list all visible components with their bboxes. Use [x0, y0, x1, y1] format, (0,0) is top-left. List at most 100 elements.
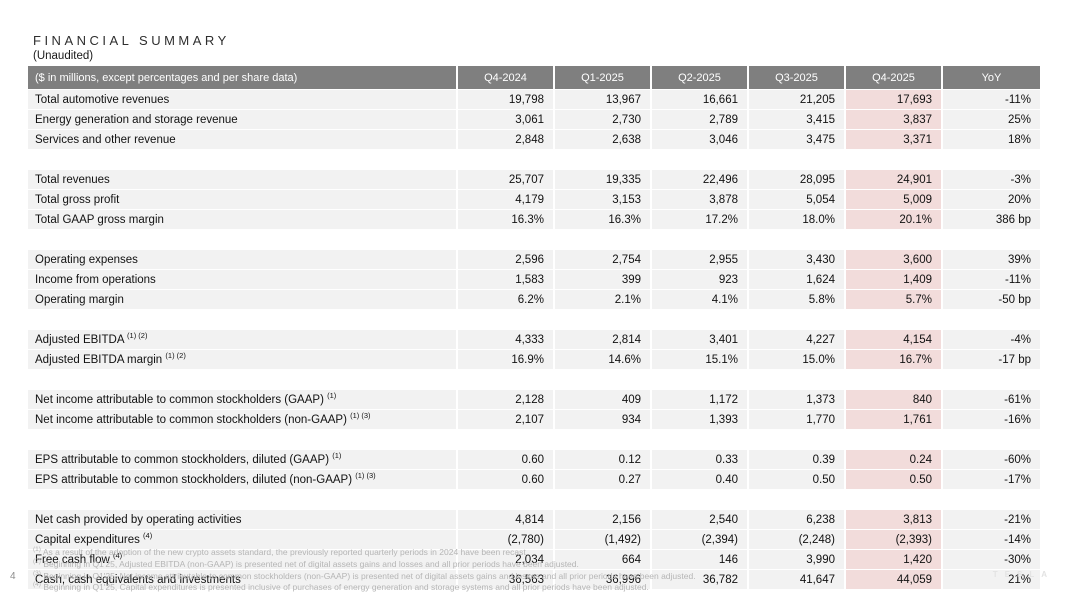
- cell-q4-2025: 1,761: [846, 410, 943, 430]
- cell-q1-2025: 0.12: [555, 450, 652, 470]
- cell-q4-2024: 1,583: [458, 270, 555, 290]
- cell-q1-2025: 19,335: [555, 170, 652, 190]
- cell-q2-2025: 923: [652, 270, 749, 290]
- cell-q4-2024: 19,798: [458, 90, 555, 110]
- cell-yoy: -21%: [943, 510, 1042, 530]
- cell-q4-2024: 0.60: [458, 450, 555, 470]
- section-spacer-cell: [28, 230, 1042, 250]
- footnote-marker: (1) (2): [165, 350, 186, 360]
- cell-yoy: -14%: [943, 530, 1042, 550]
- column-header-q1-2025: Q1-2025: [555, 66, 652, 90]
- cell-q1-2025: 16.3%: [555, 210, 652, 230]
- cell-q1-2025: 664: [555, 550, 652, 570]
- cell-q4-2024: 4,333: [458, 330, 555, 350]
- cell-q2-2025: 3,401: [652, 330, 749, 350]
- row-label: Operating expenses: [28, 250, 458, 270]
- cell-yoy: -3%: [943, 170, 1042, 190]
- footnote-line: (3) Beginning in Q1'25, Net income attri…: [33, 569, 696, 581]
- table-row: Operating expenses 2,596 2,754 2,955 3,430 3,…: [28, 250, 1042, 270]
- cell-q1-2025: 2,730: [555, 110, 652, 130]
- footnote-marker: (4): [112, 550, 123, 560]
- cell-yoy: 39%: [943, 250, 1042, 270]
- cell-q4-2025: 840: [846, 390, 943, 410]
- table-row: EPS attributable to common stockholders,…: [28, 470, 1042, 490]
- cell-yoy: -11%: [943, 270, 1042, 290]
- footnote-marker: (1): [332, 450, 342, 460]
- cell-q4-2025: 5.7%: [846, 290, 943, 310]
- cell-q3-2025: 5.8%: [749, 290, 846, 310]
- table-row: Adjusted EBITDA (1) (2) 4,333 2,814 3,401 4,…: [28, 330, 1042, 350]
- cell-yoy: -30%: [943, 550, 1042, 570]
- cell-yoy: 21%: [943, 570, 1042, 590]
- cell-q3-2025: 5,054: [749, 190, 846, 210]
- table-row: Cash, cash equivalents and investments 36…: [28, 570, 1042, 590]
- cell-q1-2025: 934: [555, 410, 652, 430]
- cell-q1-2025: 14.6%: [555, 350, 652, 370]
- cell-q2-2025: 4.1%: [652, 290, 749, 310]
- cell-q3-2025: 6,238: [749, 510, 846, 530]
- cell-q1-2025: 2,156: [555, 510, 652, 530]
- cell-q4-2025: 16.7%: [846, 350, 943, 370]
- cell-yoy: -50 bp: [943, 290, 1042, 310]
- cell-q4-2025: 20.1%: [846, 210, 943, 230]
- cell-q2-2025: 0.33: [652, 450, 749, 470]
- row-label: Total GAAP gross margin: [28, 210, 458, 230]
- cell-q1-2025: (1,492): [555, 530, 652, 550]
- table-row: Total revenues 25,707 19,335 22,496 28,095 24…: [28, 170, 1042, 190]
- table-row: Net cash provided by operating activitie…: [28, 510, 1042, 530]
- cell-q2-2025: 16,661: [652, 90, 749, 110]
- footnote-marker: (1): [327, 390, 337, 400]
- footnote-line: (2) Beginning in Q1'25, Adjusted EBITDA …: [33, 557, 579, 569]
- footnote-marker: (1) (3): [355, 470, 376, 480]
- cell-q2-2025: 36,782: [652, 570, 749, 590]
- table-row: EPS attributable to common stockholders,…: [28, 450, 1042, 470]
- cell-yoy: 18%: [943, 130, 1042, 150]
- cell-q4-2024: 2,034: [458, 550, 555, 570]
- cell-q2-2025: 15.1%: [652, 350, 749, 370]
- cell-q3-2025: 15.0%: [749, 350, 846, 370]
- page-title: FINANCIAL SUMMARY: [33, 33, 230, 48]
- section-spacer-cell: [28, 430, 1042, 450]
- cell-q1-2025: 2,814: [555, 330, 652, 350]
- table-row: Operating margin 6.2% 2.1% 4.1% 5.8% 5.7% -50 …: [28, 290, 1042, 310]
- table-header-row: ($ in millions, except percentages and p…: [28, 66, 1042, 90]
- cell-q3-2025: 41,647: [749, 570, 846, 590]
- footnote-marker: (2): [33, 557, 41, 565]
- cell-q3-2025: 0.50: [749, 470, 846, 490]
- cell-q4-2025: 5,009: [846, 190, 943, 210]
- cell-q3-2025: 21,205: [749, 90, 846, 110]
- cell-q1-2025: 36,996: [555, 570, 652, 590]
- section-spacer: [28, 230, 1042, 250]
- row-label: Energy generation and storage revenue: [28, 110, 458, 130]
- cell-q4-2024: 16.3%: [458, 210, 555, 230]
- section-spacer: [28, 490, 1042, 510]
- cell-q3-2025: 18.0%: [749, 210, 846, 230]
- footnote-marker: (1) (2): [127, 330, 148, 340]
- cell-q4-2025: 3,600: [846, 250, 943, 270]
- footnote-marker: (1) (3): [350, 410, 371, 420]
- cell-q4-2024: 4,179: [458, 190, 555, 210]
- cell-q2-2025: 3,046: [652, 130, 749, 150]
- cell-q1-2025: 2.1%: [555, 290, 652, 310]
- cell-q2-2025: (2,394): [652, 530, 749, 550]
- cell-q4-2024: 36,563: [458, 570, 555, 590]
- cell-yoy: -4%: [943, 330, 1042, 350]
- cell-q4-2024: 3,061: [458, 110, 555, 130]
- section-spacer-cell: [28, 150, 1042, 170]
- table-row: Total GAAP gross margin 16.3% 16.3% 17.2% 18…: [28, 210, 1042, 230]
- cell-q2-2025: 2,540: [652, 510, 749, 530]
- row-label: Total automotive revenues: [28, 90, 458, 110]
- footnotes: (1) As a result of the adoption of the n…: [33, 546, 696, 594]
- row-label: Capital expenditures (4): [28, 530, 458, 550]
- cell-q2-2025: 2,789: [652, 110, 749, 130]
- row-label: Net income attributable to common stockh…: [28, 390, 458, 410]
- footnote-marker: (4): [33, 581, 41, 589]
- footnote-marker: (4): [143, 530, 153, 540]
- cell-q1-2025: 0.27: [555, 470, 652, 490]
- column-header-q4-2025: Q4-2025: [846, 66, 943, 90]
- cell-q1-2025: 13,967: [555, 90, 652, 110]
- section-spacer: [28, 370, 1042, 390]
- cell-q3-2025: (2,248): [749, 530, 846, 550]
- tesla-watermark: TESLA: [992, 570, 1054, 579]
